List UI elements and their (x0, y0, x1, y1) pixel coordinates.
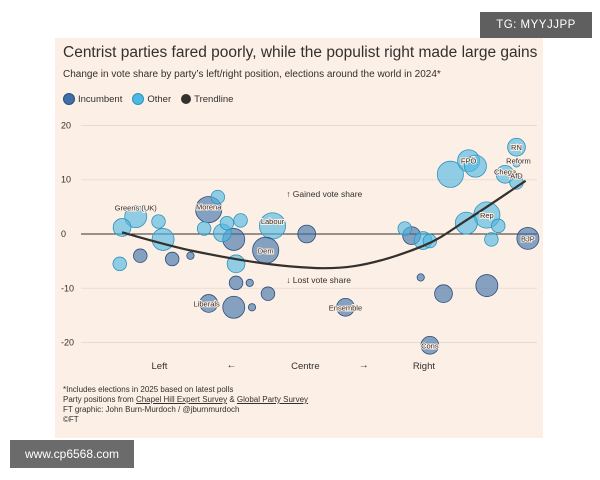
x-label-left: Left (152, 361, 168, 372)
lost-annotation: ↓ Lost vote share (286, 275, 351, 285)
point-label-liberals: Liberals (194, 299, 221, 308)
bubble-point-42 (245, 278, 254, 287)
other-swatch-icon (132, 93, 145, 105)
point-label-cons: Cons (421, 341, 439, 350)
bubble-point-10 (464, 154, 487, 178)
bubble-point-27 (133, 248, 148, 263)
bubble-point-41 (186, 251, 195, 260)
bubble-cons (420, 335, 440, 355)
point-label-dem: Dem (258, 246, 274, 255)
point-label-labour: Labour (261, 217, 285, 226)
point-label-chega: Chega (494, 167, 517, 176)
bubble-point-39 (491, 218, 506, 234)
left-arrow: ← (226, 360, 236, 371)
source-chapel-hill-link[interactable]: Chapel Hill Expert Survey (135, 395, 228, 404)
y-tick-label-3: -10 (61, 283, 74, 293)
bubble-point-31 (196, 221, 212, 236)
legend-label-incumbent: Incumbent (78, 93, 123, 105)
footnote: *Includes elections in 2025 based on lat… (63, 385, 234, 394)
bubble-bjp (516, 226, 540, 250)
bubble-point-30 (210, 189, 226, 205)
y-tick-label-2: 0 (61, 229, 66, 239)
bubble-point-3 (436, 160, 464, 188)
graphic-credit: FT graphic: John Burn-Murdoch / @jburnmu… (63, 405, 240, 414)
watermark-top-right: TG: MYYJJPP (480, 12, 592, 38)
copyright: ©FT (63, 415, 79, 424)
trendline-swatch-icon (181, 94, 192, 104)
bubble-greens-uk- (124, 205, 148, 229)
y-tick-label-0: 20 (61, 120, 71, 130)
x-label-centre: Centre (291, 361, 320, 372)
point-label-rn: RN (511, 143, 522, 152)
point-label-rep: Rep (480, 211, 494, 220)
point-label-greens-uk-: Greens (UK) (115, 204, 158, 213)
bubble-ensemble (336, 297, 355, 317)
legend-label-other: Other (147, 93, 172, 105)
bubble-point-32 (219, 215, 235, 231)
bubble-point-38 (484, 232, 499, 247)
point-label-ensemble: Ensemble (329, 303, 362, 312)
bubble-point-34 (228, 275, 244, 291)
bubble-point-6 (151, 228, 175, 251)
bubble-point-26 (112, 256, 127, 272)
legend-item-trendline: Trendline (181, 94, 233, 105)
source-global-party-link[interactable]: Global Party Survey (236, 395, 309, 404)
point-label-reform: Reform (506, 156, 531, 165)
right-arrow: → (359, 360, 369, 371)
legend-item-incumbent: Incumbent (63, 93, 122, 105)
incumbent-swatch-icon (63, 93, 75, 105)
bubble-point-35 (260, 286, 276, 301)
sources-line: Party positions from Chapel Hill Expert … (63, 395, 533, 405)
bubble-chega (495, 164, 515, 184)
bubble-point-22 (434, 284, 453, 304)
bubble-reform (512, 159, 521, 168)
bubble-point-14 (112, 218, 132, 237)
watermark-bottom-left: www.cp6568.com (10, 440, 134, 468)
chart-card: Centrist parties fared poorly, while the… (55, 38, 543, 438)
point-label-afd: AfD (510, 171, 523, 180)
bubble-point-43 (247, 303, 257, 312)
y-tick-label-4: -20 (61, 338, 74, 348)
bubble-liberals (199, 294, 218, 313)
legend-item-other: Other (132, 93, 171, 105)
bubble-point-8 (222, 295, 246, 319)
sources-ampersand: & (229, 395, 235, 404)
gained-annotation: ↑ Gained vote share (286, 189, 362, 199)
bubble-rn (507, 137, 526, 157)
point-label-morena: Morena (196, 203, 222, 212)
legend-label-trendline: Trendline (194, 93, 234, 105)
sources-prefix: Party positions from (63, 395, 134, 404)
y-tick-label-1: 10 (61, 175, 71, 185)
chart-title: Centrist parties fared poorly, while the… (63, 44, 538, 61)
footer: *Includes elections in 2025 based on lat… (63, 385, 533, 425)
bubble-point-12 (475, 274, 499, 297)
chart-subtitle: Change in vote share by party’s left/rig… (63, 69, 441, 80)
bubble-point-29 (164, 251, 180, 267)
legend: Incumbent Other Trendline (63, 92, 233, 106)
bubble-point-33 (233, 213, 248, 228)
point-label-fp-: FPÖ (461, 157, 477, 166)
bubble-point-18 (297, 224, 317, 244)
scatter-chart: 20 10 0 -10 -20 ↑ Gained vote share ↓ Lost vot… (61, 120, 540, 372)
point-label-bjp: BJP (521, 234, 535, 243)
x-label-right: Right (413, 361, 436, 372)
trendline (121, 179, 527, 270)
bubble-point-36 (397, 221, 412, 236)
bubble-point-28 (151, 214, 166, 229)
bubble-point-44 (416, 273, 425, 282)
